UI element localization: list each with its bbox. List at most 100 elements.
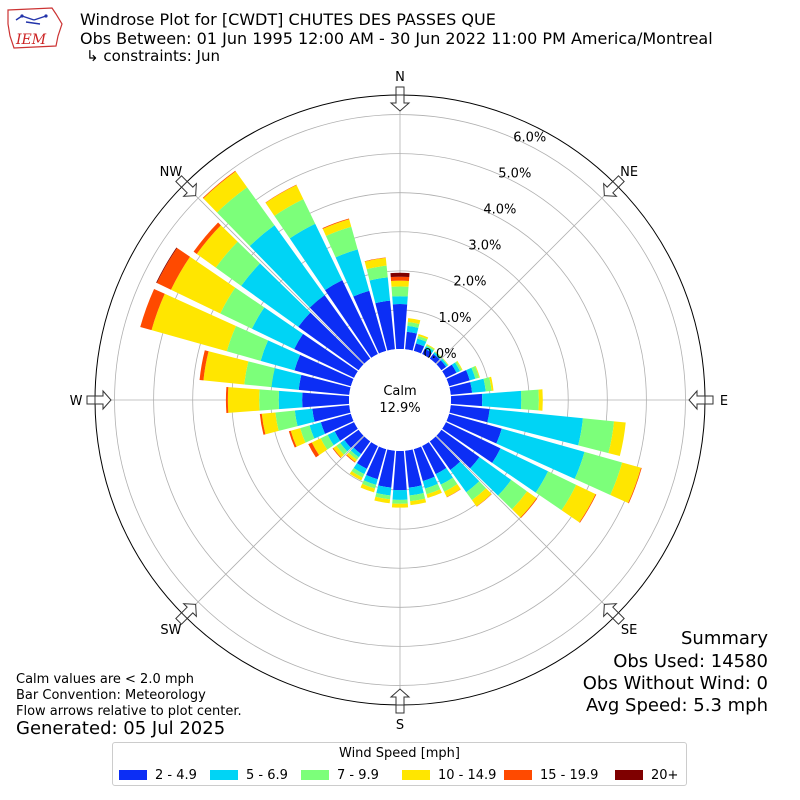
bar-140-bin1 [450, 461, 480, 493]
legend-label-4: 15 - 19.9 [540, 767, 599, 783]
bar-220-bin4 [346, 454, 356, 463]
bar-40-bin0 [429, 353, 440, 364]
bar-230-bin2 [336, 442, 348, 455]
dir-label-N: N [395, 70, 405, 85]
bar-340-bin3 [322, 219, 352, 236]
note-flow-arrows: Flow arrows relative to plot center. [16, 704, 242, 719]
dir-label-NW: NW [160, 165, 183, 180]
radial-tick-label-5: 5.0% [498, 166, 531, 181]
bar-300-bin0 [294, 333, 358, 378]
radial-tick-label-1: 1.0% [438, 311, 471, 326]
bar-0-bin4 [390, 276, 410, 281]
bar-240-bin1 [327, 431, 341, 446]
bar-330-bin0 [325, 280, 378, 358]
legend-item-2: 7 - 9.9 [301, 768, 379, 783]
bar-230-bin0 [344, 429, 364, 448]
legend-label-1: 5 - 6.9 [246, 767, 288, 783]
bar-320-bin2 [217, 187, 275, 247]
bar-320-bin3 [203, 171, 248, 213]
bar-240-bin2 [320, 434, 334, 450]
calm-value: 12.9% [379, 401, 420, 416]
bar-10-bin3 [407, 318, 421, 325]
bar-210-bin0 [356, 442, 378, 469]
bar-220-bin1 [350, 447, 362, 458]
bar-310-bin4 [193, 222, 221, 254]
bar-230-bin1 [340, 440, 351, 452]
bar-80-bin3 [489, 376, 494, 391]
radial-tick-label-6: 6.0% [513, 130, 546, 145]
bar-290-bin0 [294, 354, 354, 387]
bar-320-bin0 [309, 295, 371, 364]
legend-swatch-3 [402, 770, 430, 780]
bar-210-bin3 [349, 471, 363, 481]
logo-text: IEM [15, 32, 47, 48]
bar-70-bin2 [471, 366, 480, 379]
bar-20-bin2 [417, 335, 428, 342]
bar-110-bin1 [496, 428, 585, 479]
bar-0-bin0 [392, 304, 408, 350]
flow-arrow-SE [603, 603, 625, 625]
bar-330-bin1 [289, 223, 343, 291]
wind-bars [140, 170, 642, 523]
legend-swatch-4 [504, 770, 532, 780]
bar-110-bin4 [628, 467, 642, 504]
chart-subtitle: Obs Between: 01 Jun 1995 12:00 AM - 30 J… [80, 29, 713, 48]
bar-210-bin1 [353, 463, 367, 475]
summary-obs-used: Obs Used: 14580 [613, 651, 768, 672]
bar-350-bin1 [369, 277, 391, 304]
bar-50-bin2 [442, 358, 449, 366]
bar-50-bin1 [440, 358, 448, 367]
bar-240-bin3 [311, 438, 328, 456]
bar-90-bin2 [520, 389, 539, 411]
legend-label-0: 2 - 4.9 [155, 767, 197, 783]
bar-290-bin3 [151, 293, 236, 352]
bar-300-bin5 [156, 247, 178, 283]
chart-constraints: ↳ constraints: Jun [86, 47, 220, 65]
bar-180-bin0 [393, 450, 407, 491]
bar-270-bin0 [302, 392, 350, 408]
bar-120-bin3 [561, 484, 596, 523]
flow-arrows [86, 86, 714, 714]
legend-item-5: 20+ [615, 767, 679, 783]
radial-tick-label-2: 2.0% [453, 275, 486, 290]
bar-10-bin2 [407, 322, 420, 328]
bar-90-bin1 [482, 390, 522, 410]
bar-320-bin1 [249, 225, 325, 308]
bar-240-bin4 [308, 442, 320, 458]
bar-220-bin0 [353, 436, 371, 455]
bar-40-bin3 [434, 351, 442, 358]
radial-tick-label-3: 3.0% [468, 239, 501, 254]
flow-arrow-S [389, 688, 411, 714]
bar-290-bin1 [260, 340, 301, 371]
legend-item-3: 10 - 14.9 [402, 768, 496, 783]
bar-100-bin3 [608, 421, 626, 457]
bar-300-bin1 [251, 307, 303, 350]
summary-avg-speed: Avg Speed: 5.3 mph [586, 695, 768, 716]
bar-150-bin0 [422, 442, 447, 475]
bar-150-bin4 [446, 488, 461, 498]
bar-280-bin4 [199, 350, 209, 381]
bar-280-bin0 [298, 374, 351, 395]
bar-340-bin0 [353, 290, 387, 354]
legend-swatch-5 [615, 770, 643, 780]
chart-title: Windrose Plot for [CWDT] CHUTES DES PASS… [80, 10, 496, 29]
bar-300-bin4 [156, 247, 191, 290]
bar-300-bin3 [170, 256, 236, 314]
bar-190-bin3 [374, 496, 391, 504]
bar-290-bin4 [140, 288, 165, 331]
bar-70-bin3 [474, 365, 480, 378]
legend-item-0: 2 - 4.9 [119, 767, 197, 783]
bar-110-bin0 [446, 413, 502, 444]
legend-label-5: 20+ [651, 767, 679, 783]
dir-label-W: W [70, 394, 83, 409]
bar-290-bin2 [226, 325, 269, 361]
bar-310-bin0 [298, 312, 364, 371]
bar-140-bin2 [466, 481, 487, 501]
bar-220-bin3 [346, 452, 358, 463]
dir-label-NE: NE [620, 165, 638, 180]
bar-130-bin3 [512, 491, 537, 518]
legend-item-1: 5 - 6.9 [210, 767, 288, 783]
bar-230-bin3 [333, 445, 344, 458]
axis-labels: N NE E SE S SW W NW 0.0% 1.0% 2.0% 3.0% 4.0% 5.0% 6.0% [70, 70, 729, 733]
bar-340-bin2 [325, 226, 358, 258]
